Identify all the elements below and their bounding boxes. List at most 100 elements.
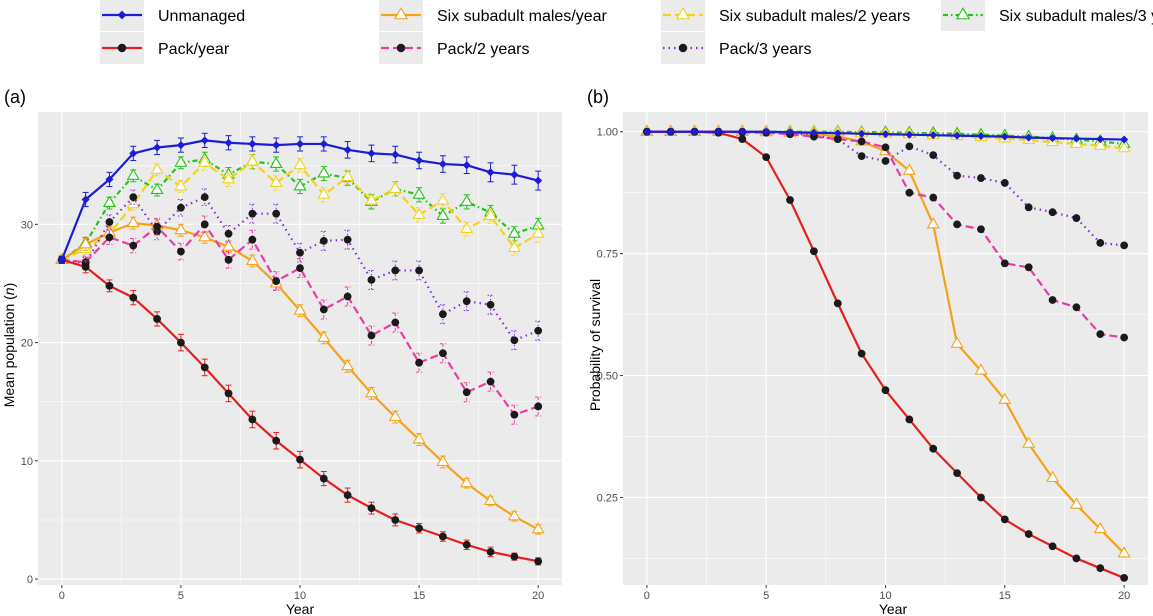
panel-a-line-six_3yr — [61, 158, 539, 261]
panel-a-point-unmanaged — [176, 141, 185, 150]
panel-a-series-six_3yr — [55, 151, 545, 264]
panel-a-point-pack_3yr — [177, 203, 185, 212]
panel-a-point-six_year — [245, 253, 259, 265]
panel-b-xtick-label: 10 — [879, 590, 891, 602]
panel-b-tag: (b) — [587, 87, 609, 107]
panel-b-point-pack_3yr — [905, 142, 914, 151]
panel-a-point-unmanaged — [200, 136, 209, 145]
panel-a-point-unmanaged — [105, 175, 114, 184]
panel-b-xtick-label: 0 — [644, 590, 650, 602]
panel-a-point-pack_year — [534, 557, 543, 566]
panel-b-xtick-label: 5 — [763, 590, 769, 602]
panel-b-point-pack_3yr — [1096, 239, 1105, 247]
panel-b-point-pack_year — [953, 469, 961, 477]
panel-a-point-six_3yr — [150, 182, 164, 195]
panel-b-point-unmanaged — [857, 129, 866, 138]
panel-a-point-pack_2yr — [296, 264, 304, 272]
panel-a-point-unmanaged — [248, 139, 257, 148]
panel-b-point-six_year — [974, 363, 988, 375]
panel-b-point-pack_year — [1048, 542, 1057, 551]
panel-a-point-six_year — [79, 237, 93, 249]
panel-b-point-six_year — [1022, 436, 1036, 448]
panel-a-point-pack_year — [248, 415, 257, 424]
panel-a-xtick-label: 10 — [294, 590, 306, 602]
panel-a-point-unmanaged — [534, 176, 543, 185]
panel-a-point-unmanaged — [486, 168, 495, 177]
panel-a-point-six_year — [293, 303, 307, 315]
panel-b-point-unmanaged — [1024, 133, 1033, 142]
panel-a-point-pack_3yr — [248, 209, 257, 218]
panel-b-ylabel: Probability of survival — [587, 279, 603, 411]
panel-a-point-pack_year — [81, 263, 90, 271]
panel-b-point-unmanaged — [953, 131, 962, 140]
panel-a-point-six_3yr — [412, 187, 426, 199]
panel-a-series-six_2yr — [55, 154, 545, 264]
panel-a-point-six_3yr — [436, 208, 450, 221]
panel-a-point-pack_3yr — [296, 248, 304, 257]
panel-b-point-unmanaged — [1072, 134, 1081, 143]
panel-a-point-pack_2yr — [319, 305, 328, 314]
panel-a-point-unmanaged — [343, 145, 352, 154]
panel-b-point-unmanaged — [714, 127, 723, 136]
panel-a-xtick-label: 0 — [59, 590, 65, 602]
panel-b-point-pack_2yr — [857, 137, 866, 146]
panel-a-point-unmanaged — [129, 149, 138, 158]
legend-label-six_3yr: Six subadult males/3 years — [999, 8, 1153, 25]
panel-a-point-six_year — [412, 432, 426, 444]
legend-item-six_year: Six subadult males/year — [379, 0, 608, 31]
panel-b-point-unmanaged — [1096, 135, 1105, 144]
panel-a-point-pack_3yr — [343, 235, 352, 244]
legend-item-pack_2yr: Pack/2 years — [379, 32, 529, 64]
panel-a-point-six_2yr — [317, 187, 331, 199]
panel-a-point-unmanaged — [510, 170, 519, 179]
panel-a-point-six_year — [341, 358, 355, 371]
panel-b-point-pack_year — [881, 386, 890, 395]
panel-b-xtick-label: 15 — [999, 590, 1011, 602]
panel-b-point-pack_2yr — [1120, 333, 1129, 342]
panel-a-point-six_3yr — [460, 194, 474, 206]
panel-a-point-six_2yr — [341, 169, 355, 181]
panel-b-point-unmanaged — [833, 129, 842, 138]
panel-b-point-pack_3yr — [953, 171, 961, 180]
panel-b-point-unmanaged — [666, 127, 675, 136]
legend-item-pack_3yr: Pack/3 years — [661, 32, 811, 64]
panel-a-point-unmanaged — [153, 143, 162, 152]
panel-b-point-pack_year — [1024, 530, 1033, 538]
legend-label-six_2yr: Six subadult males/2 years — [719, 8, 910, 25]
panel-a-point-pack_year — [486, 547, 495, 556]
panel-a-point-pack_3yr — [105, 218, 114, 226]
panel-b-point-pack_3yr — [1024, 203, 1033, 212]
panel-b-ytick-label: 1.00 — [597, 127, 618, 139]
panel-a-point-unmanaged — [272, 141, 281, 150]
panel-a-point-six_2yr — [222, 172, 236, 184]
panel-a-point-six_2yr — [412, 207, 426, 219]
panel-a-point-six_2yr — [484, 208, 498, 221]
panel-a-point-unmanaged — [462, 161, 471, 170]
panel-b-point-pack_year — [1096, 564, 1105, 573]
panel-a-point-pack_2yr — [415, 358, 423, 367]
panel-b-point-pack_year — [977, 493, 985, 502]
panel-a-point-six_year — [484, 493, 498, 506]
panel-a-point-pack_2yr — [343, 292, 352, 301]
legend: Unmanaged Six subadult males/year Six suba… — [100, 0, 1153, 64]
panel-a-point-six_2yr — [293, 157, 307, 170]
panel-b-point-six_year — [1046, 470, 1060, 482]
panel-b-point-six_year — [926, 217, 940, 229]
panel-a-point-six_year — [460, 476, 474, 488]
legend-item-unmanaged: Unmanaged — [100, 0, 245, 31]
panel-a-point-pack_2yr — [200, 220, 209, 229]
legend-key-marker-six_2yr — [675, 7, 691, 20]
panel-a-line-pack_2yr — [61, 223, 539, 416]
panel-b-ytick-label: 0.50 — [597, 371, 618, 383]
panel-a-point-pack_year — [296, 455, 304, 464]
panel-b-point-unmanaged — [786, 128, 795, 137]
panel-b-point-pack_year — [833, 299, 842, 308]
panel-a-point-pack_year — [200, 363, 209, 372]
panel-a-point-pack_year — [415, 524, 423, 533]
panel-a-ytick-label: 0 — [27, 574, 33, 586]
panel-a-point-six_year — [174, 222, 188, 235]
panel-a-point-pack_3yr — [367, 276, 376, 284]
panel-a-point-six_3yr — [293, 179, 307, 191]
panel-a-series-pack_year — [57, 255, 543, 566]
panel-a-point-pack_3yr — [200, 193, 209, 202]
